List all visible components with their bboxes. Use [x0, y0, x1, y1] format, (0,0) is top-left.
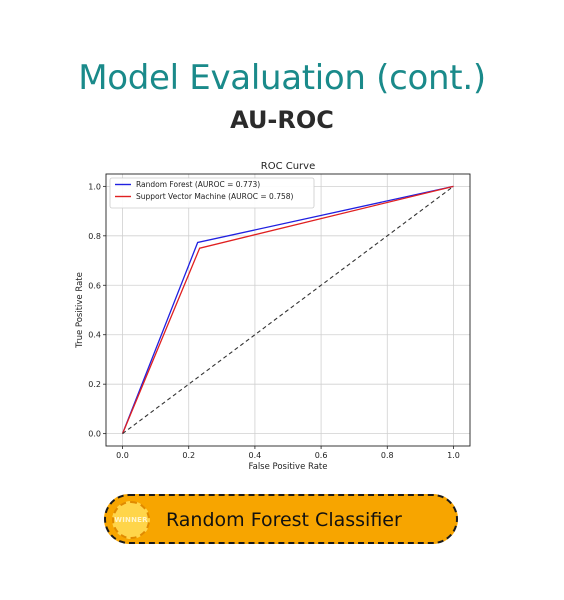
- roc-chart: 0.0 0.2 0.4 0.6 0.8 1.0 0.0 0.2 0.4 0.6 0.8 1.0 ROC …: [68, 156, 492, 478]
- y-tick-label: 0.8: [88, 232, 101, 241]
- series-line-1: [121, 185, 454, 434]
- x-tick-label: 1.0: [447, 451, 460, 460]
- chart-title: ROC Curve: [261, 161, 315, 172]
- y-tick-label: 0.4: [88, 331, 101, 340]
- x-tick-label: 0.4: [249, 451, 262, 460]
- x-tick-label: 0.6: [315, 451, 328, 460]
- winner-label: Random Forest Classifier: [166, 509, 402, 531]
- x-tick-label: 0.0: [116, 451, 129, 460]
- x-tick-label: 0.2: [182, 451, 195, 460]
- legend-box: [109, 177, 315, 209]
- legend-label: Random Forest (AUROC = 0.773): [136, 180, 260, 189]
- page-title: Model Evaluation (cont.): [78, 58, 486, 98]
- legend-label: Support Vector Machine (AUROC = 0.758): [136, 192, 294, 201]
- winner-badge-text: WINNER: [114, 516, 148, 524]
- roc-chart-svg: 0.0 0.2 0.4 0.6 0.8 1.0 0.0 0.2 0.4 0.6 0.8 1.0 ROC …: [75, 161, 471, 472]
- plot-frame: [105, 173, 471, 447]
- y-tick-label: 0.0: [88, 430, 101, 439]
- page-subtitle: AU-ROC: [230, 106, 334, 134]
- y-tick-label: 1.0: [88, 182, 101, 191]
- y-tick-label: 0.6: [88, 281, 101, 290]
- series-line-0: [121, 185, 454, 434]
- y-axis-label: True Positive Rate: [75, 272, 85, 349]
- y-tick-label: 0.2: [88, 380, 101, 389]
- winner-banner: WINNER Random Forest Classifier: [104, 494, 458, 544]
- x-axis-label: False Positive Rate: [249, 462, 328, 472]
- winner-badge-icon: WINNER: [112, 501, 150, 539]
- baseline-diagonal-line: [122, 185, 454, 435]
- x-tick-label: 0.8: [381, 451, 394, 460]
